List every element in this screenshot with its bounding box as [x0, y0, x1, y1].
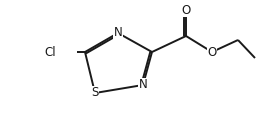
Text: S: S [91, 87, 99, 100]
Text: O: O [181, 4, 191, 17]
Text: N: N [114, 26, 122, 39]
Text: Cl: Cl [44, 45, 56, 58]
Text: O: O [207, 45, 217, 58]
Text: N: N [139, 78, 147, 91]
